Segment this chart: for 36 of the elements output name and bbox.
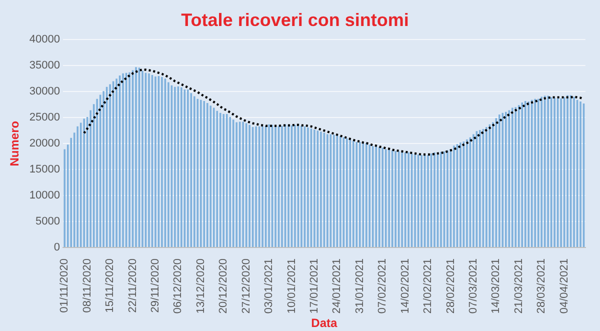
- y-tick-label: 30000: [29, 86, 60, 98]
- x-tick-label: 01/11/2020: [58, 258, 71, 313]
- y-tick-label: 20000: [29, 138, 60, 150]
- x-tick-label: 14/02/2021: [399, 258, 412, 314]
- x-tick-label: 31/01/2021: [354, 258, 366, 314]
- x-tick-label: 17/01/2021: [308, 258, 320, 314]
- x-tick-label: 03/01/2021: [263, 258, 276, 314]
- x-tick-label: 08/11/2020: [81, 258, 94, 313]
- x-tick-label: 20/12/2020: [218, 258, 230, 314]
- line-series: [82, 68, 585, 156]
- x-tick-label: 24/01/2021: [331, 258, 344, 314]
- x-tick-label: 10/01/2021: [286, 258, 298, 314]
- x-tick-label: 07/02/2021: [376, 258, 389, 314]
- x-tick-label: 22/11/2020: [126, 258, 139, 313]
- y-tick-label: 10000: [29, 190, 60, 202]
- x-tick-label: 13/12/2020: [194, 258, 207, 314]
- y-tick-label: 40000: [29, 34, 60, 46]
- x-tick-label: 07/03/2021: [467, 258, 480, 314]
- y-tick-label: 15000: [29, 164, 60, 176]
- y-tick-label: 0: [54, 242, 60, 254]
- x-tick-label: 15/11/2020: [104, 258, 116, 313]
- y-tick-label: 35000: [29, 60, 60, 72]
- x-tick-label: 14/03/2021: [490, 258, 502, 314]
- x-tick-label: 28/03/2021: [536, 258, 548, 314]
- x-tick-label: 21/03/2021: [512, 258, 525, 314]
- x-tick-label: 04/04/2021: [558, 258, 570, 314]
- y-tick-label: 5000: [36, 216, 60, 228]
- x-tick-label: 06/12/2020: [172, 258, 184, 314]
- x-tick-label: 27/12/2020: [240, 258, 252, 314]
- chart-title: Totale ricoveri con sintomi: [181, 10, 409, 30]
- y-tick-label: 25000: [29, 112, 60, 124]
- x-axis-title: Data: [311, 316, 338, 330]
- y-axis-title: Numero: [8, 120, 22, 166]
- x-tick-label: 28/02/2021: [444, 258, 457, 314]
- x-tick-label: 21/02/2021: [422, 258, 434, 314]
- x-tick-label: 29/11/2020: [149, 258, 162, 313]
